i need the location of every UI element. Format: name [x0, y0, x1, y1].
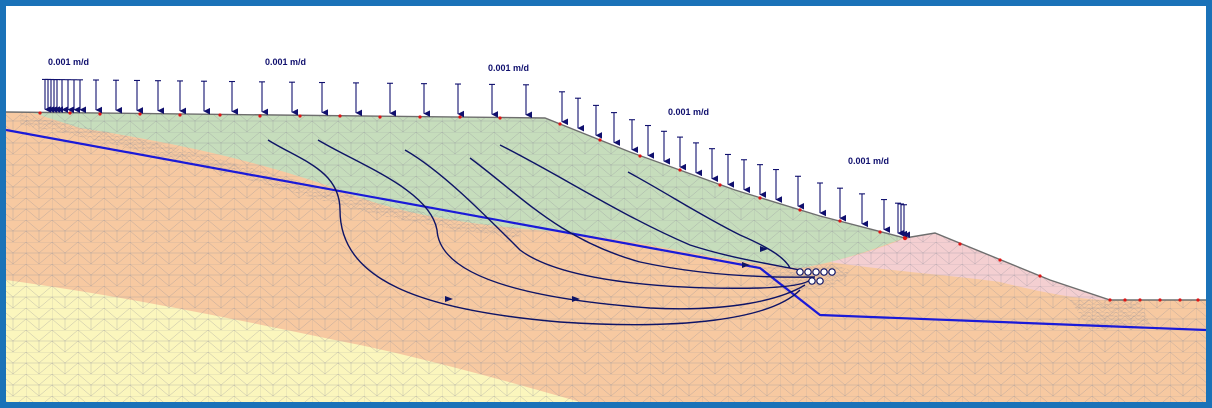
flow-path-4	[469, 157, 816, 278]
load-label-3: 0.001 m/d	[488, 63, 529, 73]
flow-path-2	[317, 139, 806, 310]
refined-mesh-toe	[1070, 300, 1150, 330]
load-label-2: 0.001 m/d	[265, 57, 306, 67]
load-label-1: 0.001 m/d	[48, 57, 89, 67]
flow-path-5	[499, 144, 801, 271]
flow-path-1	[267, 139, 801, 326]
flow-paths	[267, 139, 816, 326]
flow-path-3	[404, 149, 811, 289]
boundary-nodes	[38, 111, 1200, 302]
phreatic-line	[6, 128, 1206, 332]
drain-nodes	[796, 268, 836, 285]
load-label-4: 0.001 m/d	[668, 107, 709, 117]
load-label-5: 0.001 m/d	[848, 156, 889, 166]
flow-path-6	[627, 171, 791, 269]
refined-mesh-band	[20, 115, 520, 238]
infiltration-arrows	[42, 78, 911, 239]
flow-direction-markers	[445, 246, 768, 302]
